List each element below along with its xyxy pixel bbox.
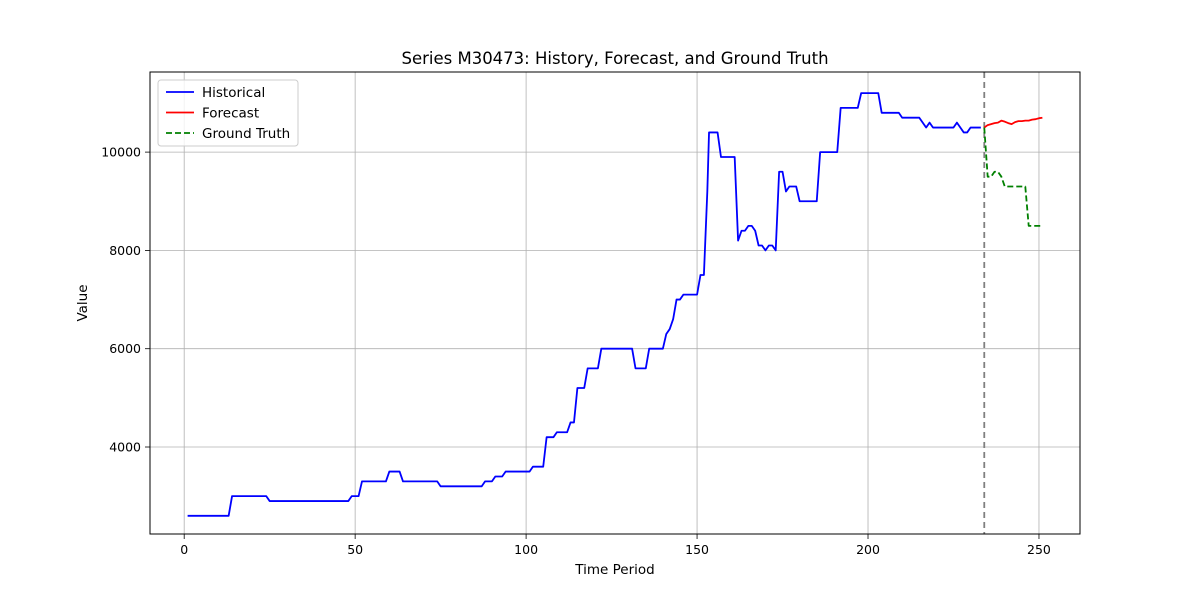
grid <box>150 72 1080 534</box>
legend-label-forecast: Forecast <box>202 106 259 122</box>
legend-label-ground-truth: Ground Truth <box>202 126 290 142</box>
historical-line <box>187 92 981 517</box>
chart-title: Series M30473: History, Forecast, and Gr… <box>401 49 828 68</box>
y-tick-label: 4000 <box>109 440 141 455</box>
y-tick-label: 8000 <box>109 243 141 258</box>
legend: Historical Forecast Ground Truth <box>157 79 299 147</box>
x-tick-label: 200 <box>856 542 880 557</box>
x-tick-label: 50 <box>347 542 363 557</box>
plot-series <box>187 72 1043 534</box>
y-axis-label: Value <box>75 284 91 321</box>
y-tick-label: 6000 <box>109 341 141 356</box>
y-tick-label: 10000 <box>101 145 141 160</box>
x-tick-label: 0 <box>180 542 188 557</box>
axis-ticks: 0 50 100 150 200 250 4000 6000 8000 10000 <box>101 145 1051 557</box>
legend-label-historical: Historical <box>202 85 265 101</box>
x-axis-label: Time Period <box>574 562 654 578</box>
x-tick-label: 250 <box>1027 542 1051 557</box>
forecast-line <box>983 116 1043 129</box>
ground-truth-line <box>983 127 1043 227</box>
legend-box <box>157 79 299 147</box>
x-tick-label: 100 <box>514 542 538 557</box>
x-tick-label: 150 <box>685 542 709 557</box>
plot-frame <box>149 71 1081 535</box>
